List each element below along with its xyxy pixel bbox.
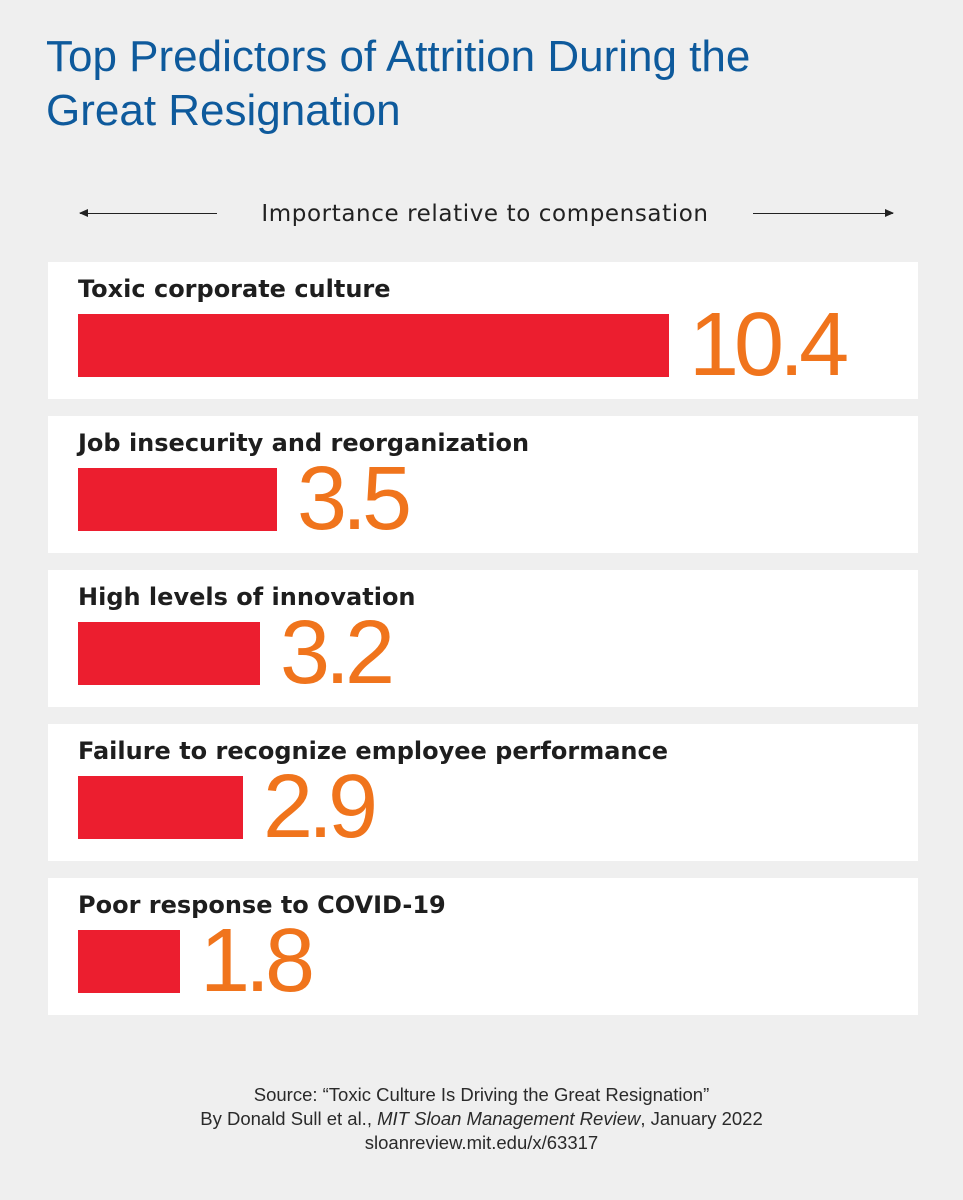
chart-title-line-2: Great Resignation	[46, 86, 401, 135]
bar-card: High levels of innovation 3.2	[48, 570, 918, 707]
source-line-2: By Donald Sull et al., MIT Sloan Managem…	[0, 1107, 963, 1131]
bar-card: Poor response to COVID-19 1.8	[48, 878, 918, 1015]
bar	[78, 468, 277, 531]
value-label: 10.4	[689, 295, 849, 395]
chart-title: Top Predictors of Attrition During the G…	[46, 30, 926, 138]
value-label: 3.2	[280, 603, 395, 703]
category-label: Failure to recognize employee performanc…	[78, 737, 669, 765]
axis-header: Importance relative to compensation	[79, 196, 894, 232]
value-label: 2.9	[263, 757, 378, 857]
source-publication: MIT Sloan Management Review	[377, 1108, 641, 1129]
bar-card: Failure to recognize employee performanc…	[48, 724, 918, 861]
bar-card: Job insecurity and reorganization 3.5	[48, 416, 918, 553]
source-note: Source: “Toxic Culture Is Driving the Gr…	[0, 1083, 963, 1155]
value-label: 3.5	[297, 449, 412, 549]
bar	[78, 622, 260, 685]
bar	[78, 314, 669, 377]
value-label: 1.8	[200, 911, 315, 1011]
source-date: , January 2022	[640, 1108, 763, 1129]
bar	[78, 776, 243, 839]
source-line-1: Source: “Toxic Culture Is Driving the Gr…	[253, 1084, 710, 1105]
right-arrow-icon	[753, 209, 894, 217]
axis-label: Importance relative to compensation	[261, 201, 709, 227]
bar-card: Toxic corporate culture 10.4	[48, 262, 918, 399]
category-label: Job insecurity and reorganization	[78, 429, 530, 457]
bar	[78, 930, 180, 993]
category-label: Poor response to COVID-19	[78, 891, 446, 919]
category-label: High levels of innovation	[78, 583, 416, 611]
chart-title-line-1: Top Predictors of Attrition During the	[46, 32, 751, 81]
category-label: Toxic corporate culture	[78, 275, 391, 303]
source-url: sloanreview.mit.edu/x/63317	[364, 1132, 599, 1153]
source-authors: By Donald Sull et al.,	[200, 1108, 378, 1129]
left-arrow-icon	[79, 209, 217, 217]
bar-chart: Toxic corporate culture 10.4 Job insecur…	[48, 262, 918, 1032]
